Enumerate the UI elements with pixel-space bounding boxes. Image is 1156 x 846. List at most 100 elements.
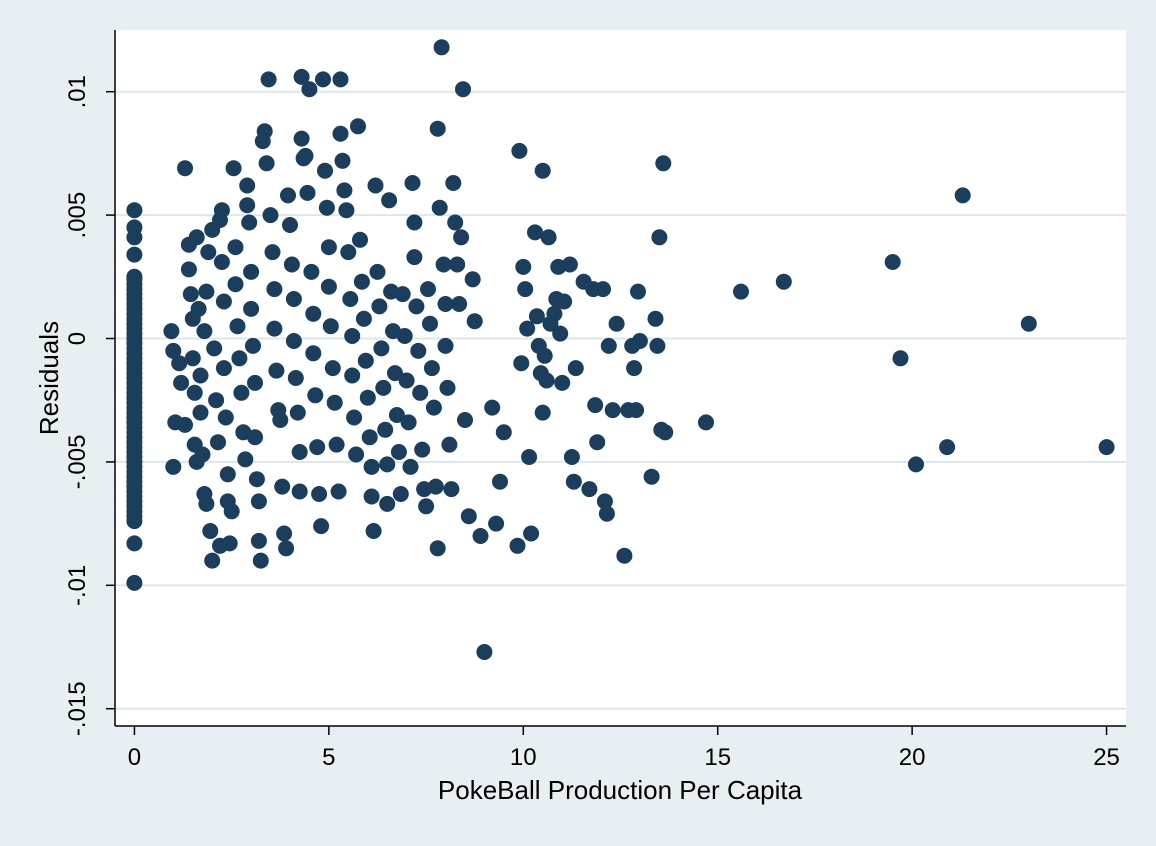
data-point	[344, 328, 361, 344]
data-point	[186, 384, 203, 401]
data-point	[408, 298, 425, 315]
x-tick-label: 15	[704, 744, 731, 771]
data-point	[563, 449, 580, 465]
data-point	[227, 276, 244, 293]
y-axis-ticks: -.015 -.01 -.005 0 .005 .01	[64, 75, 115, 736]
x-axis-label: PokeBall Production Per Capita	[438, 775, 803, 805]
data-point	[472, 528, 489, 544]
data-point	[305, 305, 322, 322]
data-point	[396, 328, 413, 344]
data-point	[604, 402, 621, 419]
data-point	[455, 81, 471, 98]
data-point	[215, 293, 232, 310]
data-point	[381, 192, 398, 209]
x-tick-label: 10	[510, 744, 537, 771]
data-point	[289, 404, 306, 421]
data-point	[299, 184, 316, 201]
data-point	[332, 71, 349, 88]
data-point	[361, 429, 378, 446]
data-point	[429, 120, 446, 137]
data-point	[328, 436, 345, 453]
data-point	[433, 39, 450, 56]
data-point	[630, 283, 646, 300]
data-point	[309, 439, 326, 456]
data-point	[484, 399, 501, 416]
data-point	[336, 182, 353, 199]
data-point	[565, 473, 582, 490]
data-point	[513, 355, 530, 372]
data-point	[182, 286, 199, 303]
data-point	[394, 286, 411, 303]
data-point	[248, 471, 265, 488]
data-point	[229, 318, 246, 335]
data-point	[379, 495, 396, 512]
data-point	[528, 308, 545, 325]
data-point	[422, 315, 438, 332]
data-point	[540, 229, 557, 246]
data-point	[552, 325, 569, 342]
y-tick-label: -.005	[64, 435, 91, 490]
data-point	[247, 429, 263, 446]
data-point	[439, 379, 456, 396]
data-point	[194, 446, 211, 463]
data-point	[285, 291, 302, 307]
data-point	[184, 350, 201, 367]
data-point	[589, 434, 606, 451]
data-point	[643, 468, 660, 485]
data-point	[285, 333, 302, 349]
y-tick-label: -.015	[64, 681, 91, 736]
data-point	[437, 337, 454, 354]
data-point	[388, 407, 405, 423]
x-axis-ticks: 0 5 10 15 20 25	[128, 726, 1120, 771]
data-point	[215, 360, 232, 377]
y-axis-label: Residuals	[34, 321, 64, 435]
data-point	[404, 175, 421, 191]
data-point	[262, 207, 279, 224]
data-point	[326, 394, 343, 411]
data-point	[884, 254, 901, 270]
data-point	[322, 318, 339, 335]
data-point	[600, 337, 617, 354]
data-point	[429, 540, 446, 557]
data-point	[190, 300, 207, 317]
data-point	[373, 340, 390, 357]
data-point	[352, 231, 368, 248]
data-point	[243, 263, 260, 280]
data-point	[250, 493, 267, 510]
data-point	[340, 244, 357, 261]
data-point	[346, 409, 363, 426]
data-point	[476, 644, 493, 660]
data-point	[423, 360, 440, 377]
data-point	[338, 202, 355, 219]
data-point	[657, 424, 674, 441]
data-point	[342, 291, 359, 307]
data-point	[241, 214, 258, 231]
data-point	[561, 256, 578, 273]
data-point	[556, 293, 573, 310]
data-point	[192, 404, 209, 421]
data-point	[280, 187, 296, 204]
data-point	[344, 367, 361, 384]
data-point	[466, 313, 483, 330]
data-point	[330, 483, 347, 500]
data-point	[126, 513, 143, 530]
data-point	[441, 436, 458, 453]
data-point	[227, 239, 244, 256]
data-point	[414, 441, 431, 458]
data-point	[892, 350, 909, 367]
data-point	[223, 503, 240, 520]
data-point	[445, 175, 462, 191]
data-point	[213, 254, 230, 270]
data-point	[250, 532, 267, 549]
data-point	[460, 508, 477, 525]
data-point	[266, 320, 283, 337]
data-point	[451, 296, 468, 312]
data-point	[447, 214, 464, 231]
data-point	[305, 345, 322, 362]
data-point	[492, 473, 508, 490]
data-point	[243, 300, 260, 317]
data-point	[219, 466, 236, 483]
data-point	[198, 283, 215, 300]
x-tick-label: 5	[322, 744, 335, 771]
data-point	[554, 374, 571, 391]
